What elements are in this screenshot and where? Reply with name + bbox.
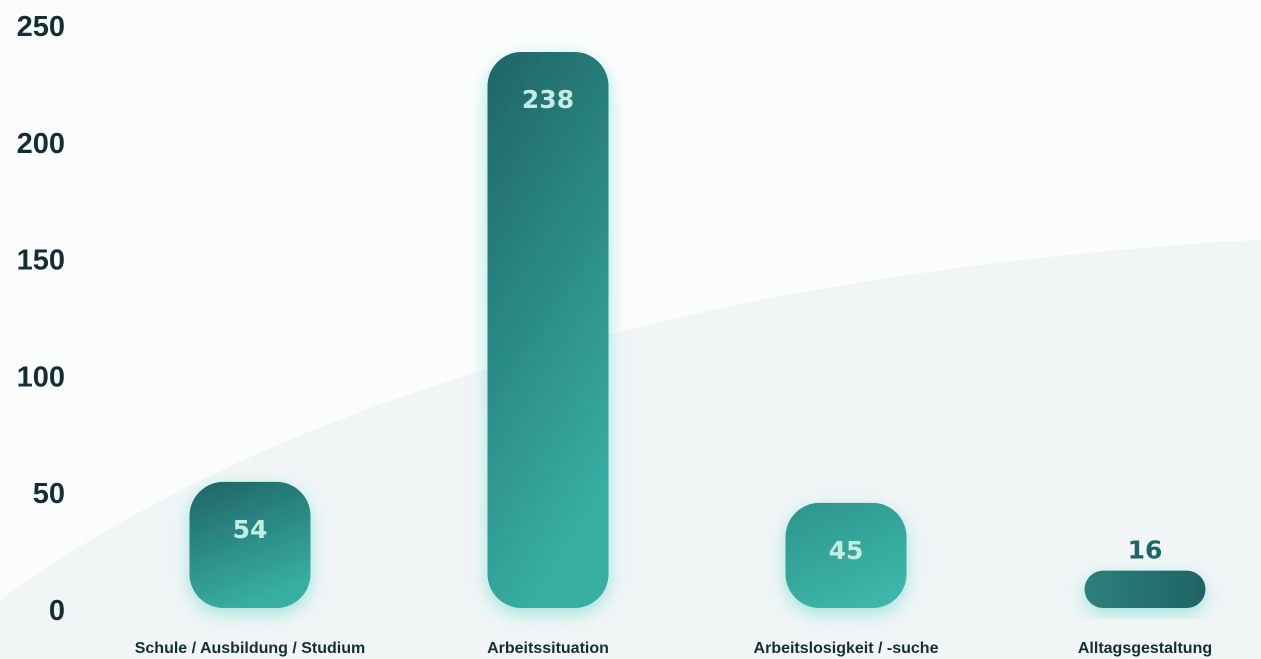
- bars: [189, 52, 1206, 609]
- y-tick-label: 150: [17, 245, 65, 277]
- x-tick-label: Arbeitslosigkeit / -suche: [754, 640, 939, 657]
- data-labels: 54 238 45 16: [233, 85, 1163, 565]
- x-tick-label: Arbeitssituation: [487, 640, 609, 657]
- bar-3: [1084, 570, 1206, 608]
- y-tick-label: 0: [49, 595, 65, 627]
- data-label: 16: [1128, 536, 1163, 565]
- x-axis-tick-labels: Schule / Ausbildung / Studium Arbeitssitu…: [135, 640, 1212, 657]
- x-tick-label: Alltagsgestaltung: [1078, 640, 1212, 657]
- y-tick-label: 250: [17, 11, 65, 43]
- y-tick-label: 50: [33, 478, 65, 510]
- bar-2: [785, 502, 907, 608]
- y-tick-label: 200: [17, 128, 65, 160]
- background-swoosh: [0, 240, 1261, 659]
- bar-1: [487, 52, 609, 609]
- gridlines: [120, 23, 1261, 609]
- x-tick-label: Schule / Ausbildung / Studium: [135, 640, 366, 657]
- y-axis-tick-labels: 0 50 100 150 200 250: [17, 11, 65, 627]
- data-label: 45: [829, 536, 864, 565]
- data-label: 54: [233, 515, 268, 544]
- y-tick-label: 100: [17, 361, 65, 393]
- bar-0: [189, 481, 311, 608]
- data-label: 238: [522, 85, 574, 114]
